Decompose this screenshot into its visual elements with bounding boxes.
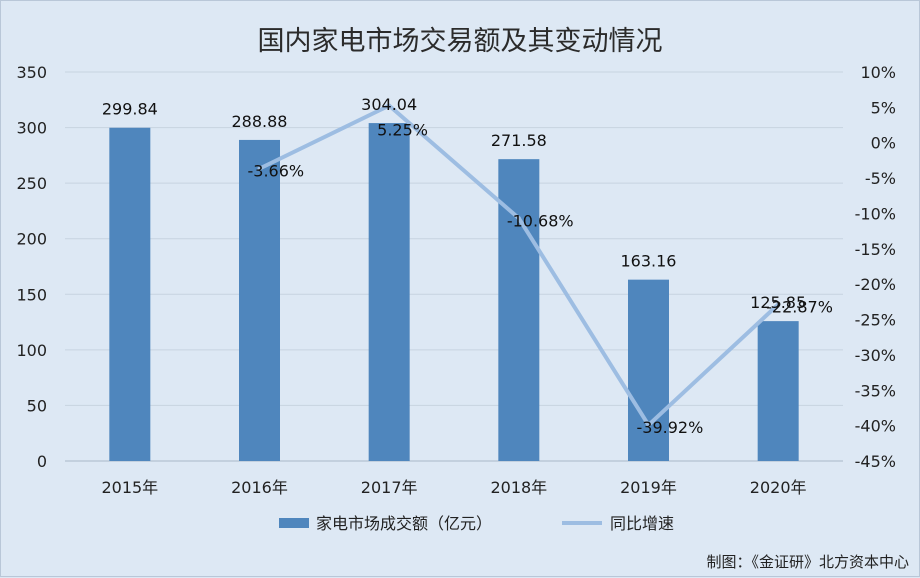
right-axis-tick-label: -10%	[855, 204, 896, 223]
right-axis-tick-label: -45%	[855, 452, 896, 471]
growth-value-label: -39.92%	[637, 418, 704, 437]
bar-value-label: 125.85	[750, 293, 806, 312]
bar	[628, 279, 669, 461]
x-axis-tick-label: 2017年	[361, 478, 418, 497]
left-axis-tick-label: 300	[16, 119, 47, 138]
bar-value-label: 271.58	[491, 131, 547, 150]
left-axis-tick-label: 100	[16, 341, 47, 360]
chart-title: 国内家电市场交易额及其变动情况	[258, 26, 663, 57]
right-axis-tick-label: 0%	[871, 134, 896, 153]
left-axis-tick-label: 250	[16, 174, 47, 193]
right-axis-tick-label: 5%	[871, 98, 896, 117]
growth-point	[516, 216, 521, 221]
right-axis-tick-label: -15%	[855, 240, 896, 259]
bar-value-label: 304.04	[361, 95, 417, 114]
right-axis-tick-label: 10%	[860, 63, 896, 82]
bar	[109, 127, 151, 461]
x-axis-tick-label: 2018年	[490, 478, 547, 497]
left-axis-tick-label: 350	[16, 63, 47, 82]
growth-value-label: -22.87%	[766, 297, 833, 316]
source-note: 制图：《金证研》北方资本中心	[706, 553, 909, 571]
legend-label-line: 同比增速	[610, 514, 674, 533]
growth-value-label: 5.25%	[377, 121, 428, 140]
bar	[498, 159, 540, 461]
legend: 家电市场成交额（亿元） 同比增速	[279, 514, 674, 533]
bar-value-label: 288.88	[232, 112, 288, 131]
right-axis-tick-label: -35%	[855, 381, 896, 400]
right-axis-tick-label: -25%	[855, 311, 896, 330]
bar-value-label: 299.84	[102, 100, 158, 119]
x-axis-tick-label: 2016年	[231, 478, 288, 497]
growth-point	[257, 166, 262, 171]
growth-point	[776, 302, 781, 307]
right-axis-tick-label: -5%	[865, 169, 896, 188]
growth-point	[387, 103, 392, 108]
left-axis-tick-label: 50	[27, 396, 47, 415]
bar	[757, 321, 799, 461]
growth-point	[646, 423, 651, 428]
growth-value-label: -3.66%	[248, 162, 305, 181]
right-axis-tick-label: -20%	[855, 275, 896, 294]
bar	[239, 139, 280, 461]
growth-value-label: -10.68%	[507, 211, 574, 230]
right-axis-tick-label: -40%	[855, 417, 896, 436]
bar-value-label: 163.16	[621, 252, 677, 271]
left-axis-tick-label: 150	[16, 285, 47, 304]
left-axis-tick-label: 200	[16, 230, 47, 249]
x-axis-tick-label: 2015年	[101, 478, 158, 497]
legend-label-bar: 家电市场成交额（亿元）	[316, 514, 492, 533]
legend-swatch-bar	[279, 518, 309, 528]
x-axis-tick-label: 2019年	[620, 478, 677, 497]
left-axis-tick-label: 0	[37, 452, 47, 471]
right-axis-tick-label: -30%	[855, 346, 896, 365]
bar	[368, 123, 410, 461]
x-axis-tick-label: 2020年	[750, 478, 807, 497]
